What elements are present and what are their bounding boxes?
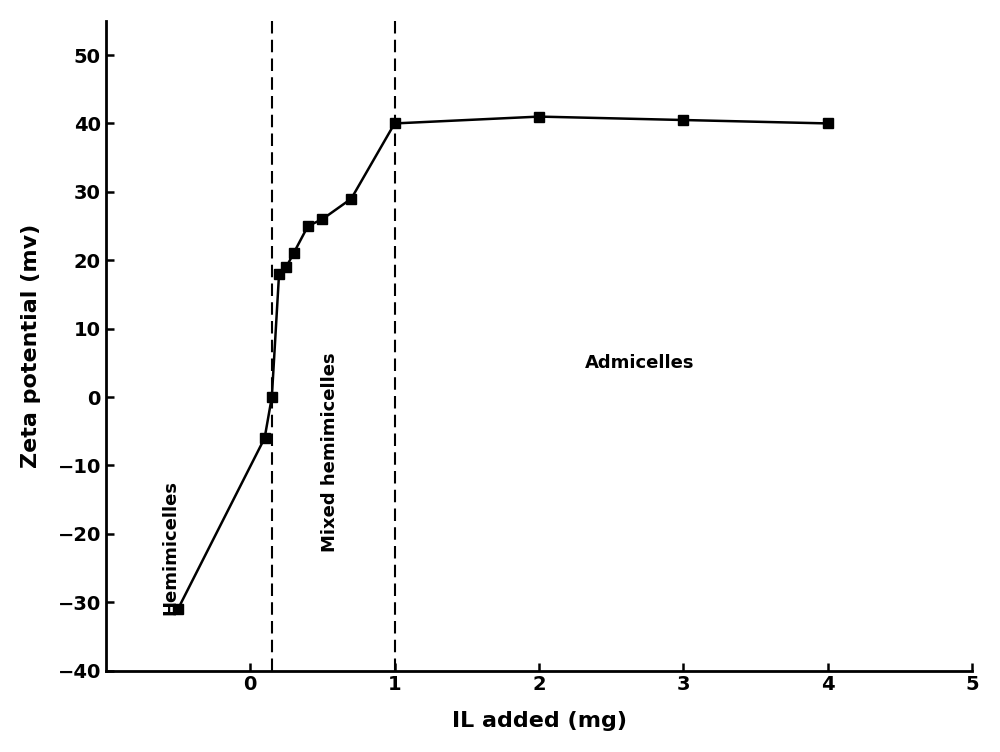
Text: Admicelles: Admicelles bbox=[585, 354, 695, 371]
Y-axis label: Zeta potential (mv): Zeta potential (mv) bbox=[21, 223, 41, 468]
X-axis label: IL added (mg): IL added (mg) bbox=[452, 711, 627, 731]
Text: Hemimicelles: Hemimicelles bbox=[162, 480, 180, 615]
Text: Mixed hemimicelles: Mixed hemimicelles bbox=[321, 352, 339, 551]
